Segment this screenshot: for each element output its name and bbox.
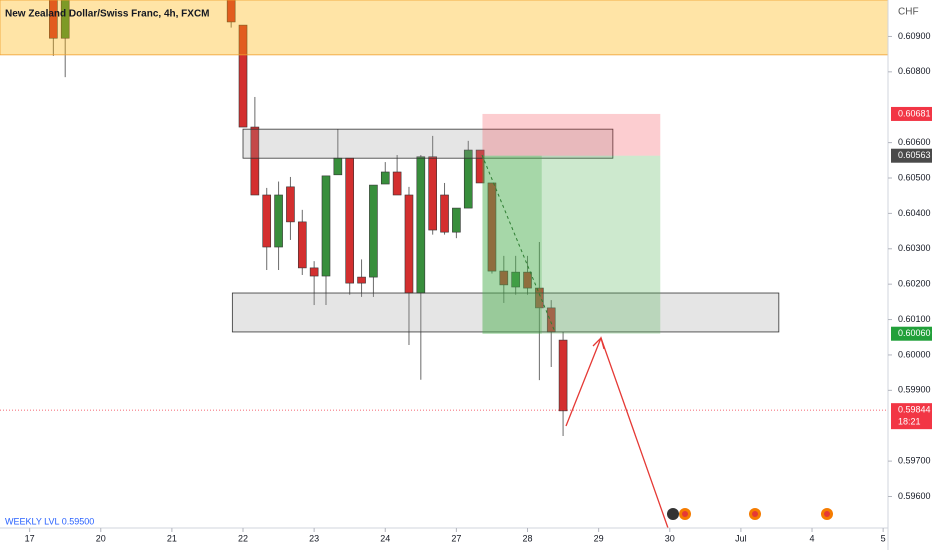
x-tick-label: 27 (451, 533, 461, 543)
y-tick-label: 0.60100 (898, 314, 931, 324)
y-tick-label: 0.59900 (898, 385, 931, 395)
candle-body (250, 126, 260, 196)
x-tick-label: 21 (167, 533, 177, 543)
y-tick-label: 0.60200 (898, 279, 931, 289)
price-label-box (891, 326, 932, 341)
candle-body (321, 175, 331, 277)
event-icon-core (824, 511, 830, 517)
price-label: 0.60681 (898, 108, 931, 118)
event-icon (667, 508, 679, 520)
candle-body (428, 156, 437, 231)
candle-body (333, 157, 343, 176)
y-tick-label: 0.60600 (898, 137, 931, 147)
candle-body (452, 207, 461, 233)
candle-body (286, 186, 295, 223)
y-tick-label: 0.60400 (898, 208, 931, 218)
zone (0, 0, 888, 56)
event-icon-core (752, 511, 758, 517)
x-tick-label: 4 (810, 533, 815, 543)
zone (482, 155, 661, 334)
zone (242, 128, 614, 159)
candle-body (309, 267, 319, 277)
y-tick-label: 0.60900 (898, 31, 931, 41)
x-tick-label: 24 (380, 533, 390, 543)
candle-body (357, 276, 366, 284)
candle-body (392, 171, 402, 196)
drawings (481, 154, 669, 529)
candle-body (511, 271, 520, 288)
candle-body (475, 149, 485, 184)
x-tick-label: 30 (665, 533, 675, 543)
price-label: 0.60060 (898, 328, 931, 338)
x-tick-label: 22 (238, 533, 248, 543)
candle-body (535, 287, 544, 309)
zone (482, 155, 542, 334)
event-icons (667, 508, 833, 520)
price-countdown: 18:21 (898, 417, 921, 427)
annotation: WEEKLY LVL 0.59500 (5, 516, 94, 526)
x-tick-label: 28 (523, 533, 533, 543)
candle-body (60, 0, 70, 39)
event-icon-core (682, 511, 688, 517)
trend-dashed (481, 154, 556, 333)
candle-body (487, 182, 497, 272)
candle-body (463, 149, 473, 209)
x-tick-label: Jul (735, 533, 747, 543)
price-label: 0.59844 (898, 405, 931, 415)
plot-area (0, 0, 888, 436)
zone (482, 113, 661, 156)
candle-body (440, 194, 449, 233)
y-tick-label: 0.59700 (898, 455, 931, 465)
candle-body (345, 157, 355, 284)
candle-body (416, 156, 426, 294)
candle-body (558, 339, 568, 412)
x-tick-label: 20 (96, 533, 106, 543)
x-tick-label: 5 (881, 533, 886, 543)
currency: CHF (898, 7, 919, 18)
zone (231, 292, 780, 333)
candle-body (404, 194, 414, 294)
arrow-head (592, 336, 605, 350)
candle-body (523, 271, 532, 289)
candle-body (274, 194, 283, 248)
y-tick-label: 0.60500 (898, 172, 931, 182)
y-tick-label: 0.60300 (898, 243, 931, 253)
candle-body (297, 221, 307, 269)
x-tick-label: 17 (25, 533, 35, 543)
x-tick-label: 29 (594, 533, 604, 543)
chart-title: New Zealand Dollar/Swiss Franc, 4h, FXCM (5, 9, 210, 20)
price-label-box (891, 106, 932, 121)
y-tick-label: 0.59600 (898, 491, 931, 501)
candle-body (499, 270, 509, 286)
y-tick-label: 0.60000 (898, 349, 931, 359)
y-tick-label: 0.60800 (898, 66, 931, 76)
price-label-box (891, 403, 932, 430)
candle-body (369, 184, 378, 278)
candle-body (49, 0, 58, 39)
candle-body (262, 194, 272, 248)
x-tick-label: 23 (309, 533, 319, 543)
candle-body (238, 24, 248, 128)
price-label-box (891, 148, 932, 163)
price-label: 0.60563 (898, 150, 931, 160)
candle-body (226, 0, 236, 23)
candle-body (380, 171, 390, 185)
